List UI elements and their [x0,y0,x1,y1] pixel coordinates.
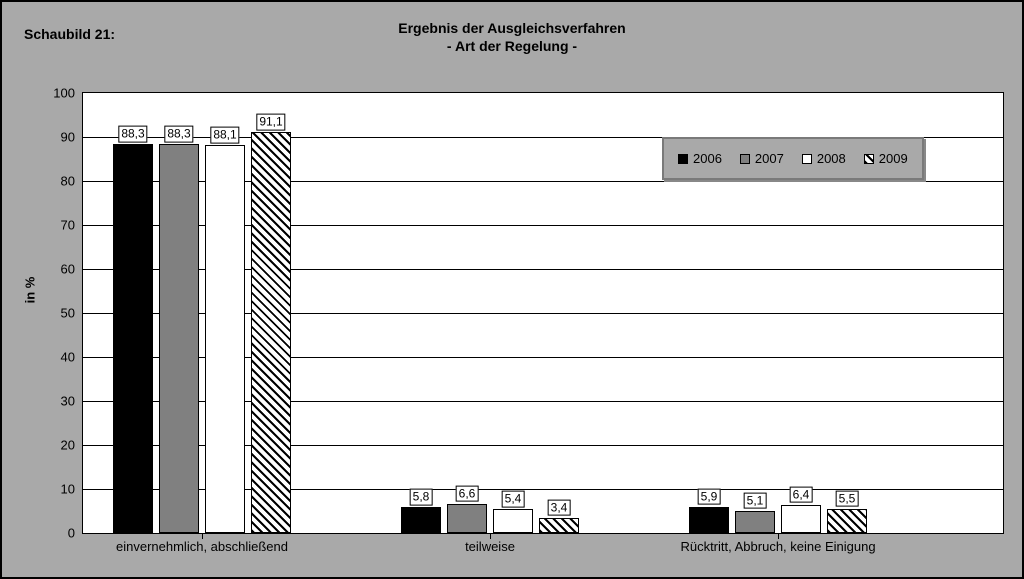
legend-item: 2008 [802,151,846,166]
legend-swatch [864,154,874,164]
legend-item: 2009 [864,151,908,166]
legend-label: 2009 [879,151,908,166]
x-tick-label: einvernehmlich, abschließend [116,533,288,554]
bar [827,509,867,533]
y-tick-label: 50 [61,306,83,321]
bar [159,144,199,533]
data-label: 88,3 [164,126,193,142]
y-tick-label: 0 [68,526,83,541]
bar [493,509,533,533]
data-label: 3,4 [548,500,571,516]
chart-title-line2: - Art der Regelung - [2,38,1022,56]
legend-label: 2007 [755,151,784,166]
y-tick-label: 10 [61,482,83,497]
chart-title-line1: Ergebnis der Ausgleichsverfahren [2,20,1022,38]
x-tick-label: teilweise [465,533,515,554]
bar [113,144,153,533]
y-tick-label: 80 [61,174,83,189]
y-tick-label: 30 [61,394,83,409]
y-tick-label: 70 [61,218,83,233]
data-label: 5,9 [698,489,721,505]
data-label: 5,1 [744,492,767,508]
bar [251,132,291,533]
legend-label: 2006 [693,151,722,166]
y-tick-label: 100 [53,86,83,101]
data-label: 91,1 [256,114,285,130]
chart-title: Ergebnis der Ausgleichsverfahren - Art d… [2,20,1022,55]
legend-label: 2008 [817,151,846,166]
data-label: 6,4 [790,486,813,502]
legend-item: 2006 [678,151,722,166]
chart-frame: Schaubild 21: Ergebnis der Ausgleichsver… [0,0,1024,579]
x-tick-label: Rücktritt, Abbruch, keine Einigung [680,533,875,554]
legend-swatch [740,154,750,164]
bar [781,505,821,533]
y-tick-label: 40 [61,350,83,365]
legend-item: 2007 [740,151,784,166]
data-label: 5,8 [410,489,433,505]
data-label: 5,4 [502,491,525,507]
y-axis-label: in % [23,276,38,303]
data-label: 6,6 [456,486,479,502]
bar [689,507,729,533]
data-label: 88,3 [118,126,147,142]
bar [447,504,487,533]
data-label: 5,5 [836,490,859,506]
legend-swatch [802,154,812,164]
y-tick-label: 90 [61,130,83,145]
legend: 2006 2007 2008 2009 [662,137,924,180]
legend-swatch [678,154,688,164]
bar [539,518,579,533]
y-tick-label: 60 [61,262,83,277]
bar [205,145,245,533]
y-tick-label: 20 [61,438,83,453]
bar [401,507,441,533]
bar [735,511,775,533]
data-label: 88,1 [210,127,239,143]
